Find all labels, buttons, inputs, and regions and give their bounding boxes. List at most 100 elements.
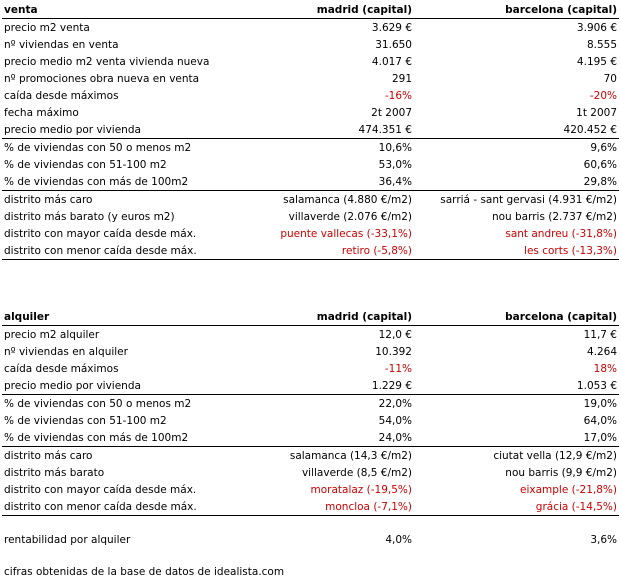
- cell-value: 19,0%: [583, 397, 617, 410]
- cell-value: 420.452 €: [414, 121, 619, 139]
- footer: cifras obtenidas de la base de datos de …: [4, 566, 285, 578]
- cell-value: 474.351 €: [270, 121, 414, 139]
- table-row: distrito más caro salamanca (14,3 €/m2) ci…: [2, 447, 619, 465]
- cell-value: 29,8%: [414, 173, 619, 191]
- cell-value: barcelona (capital): [414, 308, 619, 326]
- cell-value: ciutat vella (12,9 €/m2): [493, 449, 617, 462]
- cell-value: madrid (capital): [270, 1, 414, 19]
- cell-value: -20%: [589, 89, 617, 102]
- cell-value: 4.264: [586, 345, 617, 358]
- table-row: caída desde máximos -16% -20%: [2, 87, 619, 104]
- alquiler-table: alquiler madrid (capital) barcelona (capit…: [2, 308, 619, 516]
- extra-table: rentabilidad por alquiler 4,0% 3,6%: [2, 531, 619, 548]
- cell-value: madrid (capital): [270, 308, 414, 326]
- row-label: % de viviendas con 51-100 m2: [4, 414, 167, 427]
- cell-value: 36,4%: [270, 173, 414, 191]
- cell-value: salamanca (14,3 €/m2): [289, 449, 412, 462]
- cell-value: eixample (-21,8%): [520, 483, 617, 496]
- table-row: % de viviendas con más de 100m2 24,0% 17,0…: [2, 429, 619, 447]
- row-label: precio medio por vivienda: [2, 377, 270, 395]
- cell-value: grácia (-14,5%): [414, 498, 619, 516]
- cell-value: 3.629 €: [371, 21, 412, 34]
- cell-value: nou barris (2.737 €/m2): [491, 210, 617, 223]
- table-row: distrito con menor caída desde máx. retir…: [2, 242, 619, 260]
- row-label: nº promociones obra nueva en venta: [4, 72, 200, 85]
- table-row: distrito más caro salamanca (4.880 €/m2) s…: [2, 191, 619, 209]
- cell-value: 8.555: [586, 38, 617, 51]
- table-row: distrito con menor caída desde máx. moncl…: [2, 498, 619, 516]
- cell-value: villaverde (8,5 €/m2): [301, 466, 412, 479]
- table-row: distrito más barato (y euros m2) villaver…: [2, 208, 619, 225]
- row-label: % de viviendas con más de 100m2: [2, 429, 270, 447]
- table-row: precio m2 alquiler 12,0 € 11,7 €: [2, 326, 619, 344]
- table-row: caída desde máximos -11% 18%: [2, 360, 619, 377]
- row-label: caída desde máximos: [4, 89, 119, 102]
- cell-value: 22,0%: [378, 397, 412, 410]
- table-row: rentabilidad por alquiler 4,0% 3,6%: [2, 531, 619, 548]
- row-label: distrito más barato (y euros m2): [4, 210, 175, 223]
- row-label: rentabilidad por alquiler: [4, 533, 131, 546]
- cell-value: sarriá - sant gervasi (4.931 €/m2): [440, 193, 617, 206]
- table-row: % de viviendas con más de 100m2 36,4% 29,8…: [2, 173, 619, 191]
- cell-value: 24,0%: [270, 429, 414, 447]
- cell-value: 1.053 €: [414, 377, 619, 395]
- table-row: precio medio por vivienda 1.229 €1.053 €: [2, 377, 619, 395]
- cell-value: 70: [603, 72, 617, 85]
- table-row: distrito más barato villaverde (8,5 €/m2)…: [2, 464, 619, 481]
- row-label: % de viviendas con 50 o menos m2: [4, 141, 192, 154]
- cell-value: 9,6%: [590, 141, 617, 154]
- cell-value: 11,7 €: [583, 328, 617, 341]
- cell-value: barcelona (capital): [414, 1, 619, 19]
- cell-value: 10.392: [375, 345, 412, 358]
- row-label: % de viviendas con 51-100 m2: [4, 158, 167, 171]
- row-label: caída desde máximos: [4, 362, 119, 375]
- cell-value: 4.195 €: [576, 55, 617, 68]
- row-label: venta: [2, 1, 270, 19]
- cell-value: les corts (-13,3%): [414, 242, 619, 260]
- table-row: venta madrid (capital) barcelona (capital): [2, 1, 619, 19]
- row-label: distrito más barato: [4, 466, 105, 479]
- row-label: distrito con mayor caída desde máx.: [4, 483, 197, 496]
- cell-value: salamanca (4.880 €/m2): [283, 193, 412, 206]
- cell-value: 64,0%: [583, 414, 617, 427]
- cell-value: 4.017 €: [371, 55, 412, 68]
- row-label: precio medio por vivienda: [2, 121, 270, 139]
- cell-value: 291: [391, 72, 412, 85]
- cell-value: 31.650: [375, 38, 412, 51]
- row-label: distrito más caro: [4, 193, 93, 206]
- table-row: precio medio por vivienda 474.351 €420.45…: [2, 121, 619, 139]
- cell-value: 54,0%: [378, 414, 412, 427]
- table-row: nº viviendas en venta 31.650 8.555: [2, 36, 619, 53]
- cell-value: 12,0 €: [378, 328, 412, 341]
- row-label: % de viviendas con 50 o menos m2: [4, 397, 192, 410]
- cell-value: 1.229 €: [270, 377, 414, 395]
- table-row: % de viviendas con 51-100 m2 53,0% 60,6%: [2, 156, 619, 173]
- cell-value: 3.906 €: [576, 21, 617, 34]
- table-row: distrito con mayor caída desde máx. morat…: [2, 481, 619, 498]
- table-row: precio m2 venta 3.629 € 3.906 €: [2, 19, 619, 37]
- table-row: distrito con mayor caída desde máx. puent…: [2, 225, 619, 242]
- cell-value: moratalaz (-19,5%): [310, 483, 413, 496]
- cell-value: moncloa (-7,1%): [270, 498, 414, 516]
- cell-value: 17,0%: [414, 429, 619, 447]
- cell-value: 10,6%: [378, 141, 412, 154]
- cell-value: puente vallecas (-33,1%): [280, 227, 412, 240]
- table-row: precio medio m2 venta vivienda nueva 4.01…: [2, 53, 619, 70]
- table-row: % de viviendas con 50 o menos m2 22,0% 19,…: [2, 395, 619, 413]
- cell-value: sant andreu (-31,8%): [505, 227, 617, 240]
- row-label: distrito con mayor caída desde máx.: [4, 227, 197, 240]
- row-label: precio m2 alquiler: [4, 328, 100, 341]
- table-row: nº promociones obra nueva en venta 291 70: [2, 70, 619, 87]
- row-label: precio medio m2 venta vivienda nueva: [4, 55, 210, 68]
- table-row: nº viviendas en alquiler 10.392 4.264: [2, 343, 619, 360]
- row-label: distrito más caro: [4, 449, 93, 462]
- row-label: nº viviendas en alquiler: [4, 345, 128, 358]
- cell-value: -11%: [384, 362, 412, 375]
- row-label: fecha máximo: [4, 106, 79, 119]
- row-label: nº viviendas en venta: [4, 38, 119, 51]
- venta-table: venta madrid (capital) barcelona (capital)…: [2, 1, 619, 260]
- cell-value: 3,6%: [590, 533, 617, 546]
- cell-value: 18%: [593, 362, 617, 375]
- row-label: distrito con menor caída desde máx.: [2, 242, 270, 260]
- cell-value: 4,0%: [385, 533, 412, 546]
